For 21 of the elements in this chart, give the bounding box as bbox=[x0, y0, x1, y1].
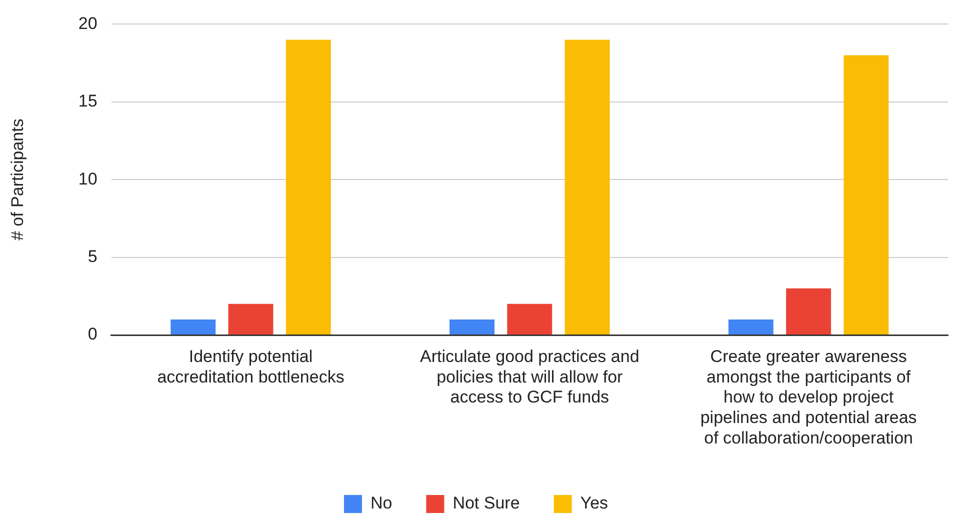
bar bbox=[728, 319, 774, 334]
bar bbox=[507, 304, 552, 334]
legend-label: No bbox=[370, 494, 392, 513]
y-tick-label: 5 bbox=[88, 246, 98, 266]
legend-label: Yes bbox=[580, 494, 608, 513]
bar bbox=[170, 319, 216, 334]
y-tick-label: 15 bbox=[78, 92, 98, 111]
bar bbox=[286, 40, 331, 334]
y-tick-label: 10 bbox=[78, 169, 98, 188]
bar bbox=[786, 288, 832, 334]
y-tick-label: 0 bbox=[88, 324, 98, 344]
bar bbox=[228, 304, 274, 334]
bar bbox=[450, 319, 494, 334]
bar bbox=[844, 55, 889, 334]
x-tick-label: Articulate good practices and policies that will allow for access to GCF funds bbox=[420, 346, 640, 407]
y-axis-title: # of Participants bbox=[8, 118, 27, 241]
x-tick-label: Create greater awareness amongst the participants of how to develop project pipelines and potential areas of collaboration/cooperation bbox=[700, 346, 917, 448]
legend-label: Not Sure bbox=[452, 494, 520, 513]
y-tick-label: 20 bbox=[78, 14, 98, 33]
x-tick-label: Identify potential accreditation bottlenecks bbox=[157, 346, 344, 386]
bar bbox=[564, 40, 610, 334]
